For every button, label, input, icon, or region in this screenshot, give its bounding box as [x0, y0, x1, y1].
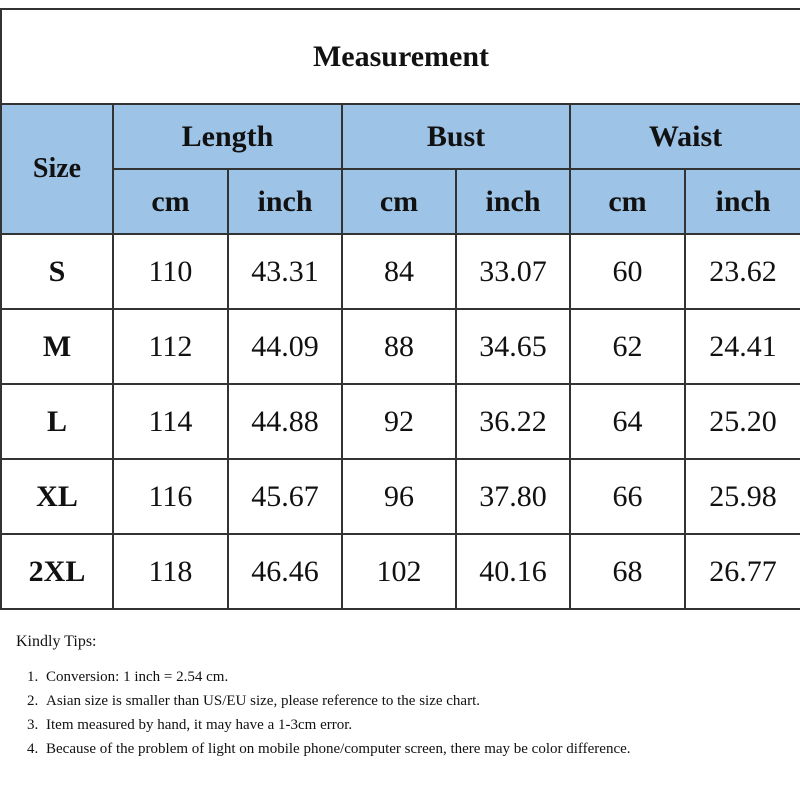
value-cell: 24.41	[684, 308, 800, 385]
tip-item: Because of the problem of light on mobil…	[42, 737, 796, 761]
size-cell: M	[0, 308, 114, 385]
value-cell: 44.09	[227, 308, 343, 385]
value-cell: 68	[569, 533, 686, 610]
size-cell: S	[0, 233, 114, 310]
value-cell: 112	[112, 308, 229, 385]
group-header: Bust	[341, 103, 571, 170]
value-cell: 110	[112, 233, 229, 310]
value-cell: 23.62	[684, 233, 800, 310]
value-cell: 46.46	[227, 533, 343, 610]
value-cell: 64	[569, 383, 686, 460]
tips: Kindly Tips: Conversion: 1 inch = 2.54 c…	[16, 630, 796, 761]
unit-header: inch	[684, 168, 800, 235]
unit-header: cm	[341, 168, 457, 235]
value-cell: 102	[341, 533, 457, 610]
group-header: Length	[112, 103, 343, 170]
size-table: Measurement Size Length Bust Waist cm inch c…	[0, 8, 800, 610]
tips-list: Conversion: 1 inch = 2.54 cm.Asian size …	[16, 665, 796, 761]
value-cell: 92	[341, 383, 457, 460]
table-row: M 112 44.09 88 34.65 62 24.41	[0, 308, 800, 385]
value-cell: 43.31	[227, 233, 343, 310]
value-cell: 62	[569, 308, 686, 385]
value-cell: 44.88	[227, 383, 343, 460]
group-header: Waist	[569, 103, 800, 170]
value-cell: 114	[112, 383, 229, 460]
value-cell: 25.98	[684, 458, 800, 535]
size-cell: XL	[0, 458, 114, 535]
size-header: Size	[0, 103, 114, 235]
value-cell: 60	[569, 233, 686, 310]
tips-title: Kindly Tips:	[16, 633, 97, 650]
tip-item: Conversion: 1 inch = 2.54 cm.	[42, 665, 796, 689]
value-cell: 33.07	[455, 233, 571, 310]
value-cell: 118	[112, 533, 229, 610]
tip-item: Item measured by hand, it may have a 1-3…	[42, 713, 796, 737]
table-row: S 110 43.31 84 33.07 60 23.62	[0, 233, 800, 310]
value-cell: 36.22	[455, 383, 571, 460]
table-title: Measurement	[0, 8, 800, 105]
tip-item: Asian size is smaller than US/EU size, p…	[42, 689, 796, 713]
table-row: XL 116 45.67 96 37.80 66 25.98	[0, 458, 800, 535]
table-row: 2XL 118 46.46 102 40.16 68 26.77	[0, 533, 800, 610]
value-cell: 88	[341, 308, 457, 385]
unit-header: inch	[227, 168, 343, 235]
value-cell: 26.77	[684, 533, 800, 610]
size-cell: L	[0, 383, 114, 460]
unit-header: cm	[112, 168, 229, 235]
unit-header: inch	[455, 168, 571, 235]
value-cell: 34.65	[455, 308, 571, 385]
size-cell: 2XL	[0, 533, 114, 610]
value-cell: 25.20	[684, 383, 800, 460]
value-cell: 116	[112, 458, 229, 535]
value-cell: 96	[341, 458, 457, 535]
unit-header: cm	[569, 168, 686, 235]
value-cell: 66	[569, 458, 686, 535]
value-cell: 84	[341, 233, 457, 310]
value-cell: 37.80	[455, 458, 571, 535]
value-cell: 40.16	[455, 533, 571, 610]
table-row: L 114 44.88 92 36.22 64 25.20	[0, 383, 800, 460]
value-cell: 45.67	[227, 458, 343, 535]
